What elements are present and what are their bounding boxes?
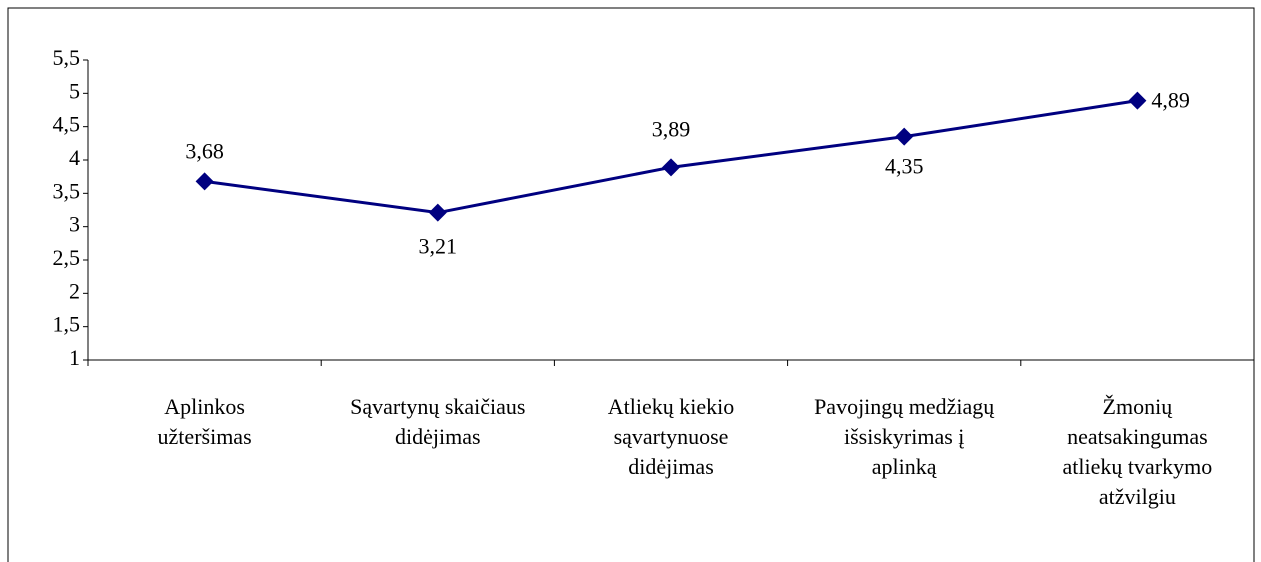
marker [1128,91,1147,110]
data-label: 4,35 [885,154,924,179]
data-label: 3,68 [185,138,224,163]
x-tick-label: Sąvartynų skaičiaus didėjimas [350,394,526,449]
x-tick-label: Aplinkos užteršimas [157,394,252,449]
marker [895,127,914,146]
y-tick-label: 2,5 [53,245,81,270]
y-tick-label: 2 [69,278,80,303]
y-tick-label: 1 [69,345,80,370]
chart-frame [7,7,1255,562]
y-tick-label: 5 [69,78,80,103]
y-tick-label: 5,5 [53,45,81,70]
data-label: 4,89 [1151,88,1190,113]
data-label: 3,21 [419,234,458,259]
y-tick-label: 1,5 [53,312,81,337]
x-tick-label: Pavojingų medžiagų išsiskyrimas į aplink… [814,394,995,479]
marker [662,158,680,177]
x-tick-label: Žmonių neatsakingumas atliekų tvarkymo a… [1062,394,1213,509]
data-label: 3,89 [652,116,691,141]
x-tick-label: Atliekų kiekio sąvartynuose didėjimas [607,394,735,479]
marker [195,172,214,191]
y-tick-label: 3 [69,212,80,237]
y-tick-label: 3,5 [53,178,81,203]
y-tick-label: 4,5 [53,112,81,137]
marker [428,203,447,222]
y-tick-label: 4 [69,145,80,170]
